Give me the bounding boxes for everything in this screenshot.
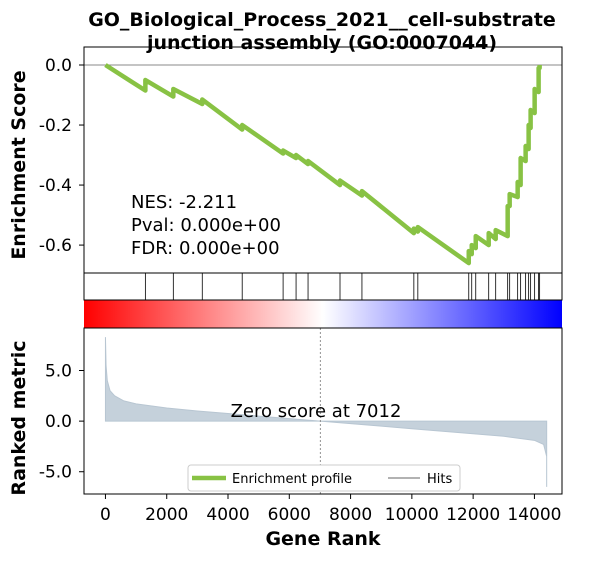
y-tick-label: 0.0 (45, 412, 72, 432)
y-tick-label: 5.0 (45, 362, 72, 382)
frame (83, 272, 563, 301)
y-tick-label: -0.6 (39, 236, 72, 256)
y-tick-label: 0.0 (45, 56, 72, 76)
y-axis-label: Ranked metric (8, 340, 30, 495)
legend-label: Enrichment profile (232, 472, 352, 487)
x-tick-label: 14000 (507, 505, 561, 525)
color-bar (84, 300, 562, 328)
annotation: Zero score at 7012 (231, 401, 402, 422)
x-tick-label: 0 (100, 505, 111, 525)
title-line: junction assembly (GO:0007044) (146, 32, 497, 54)
x-tick-label: 10000 (385, 505, 439, 525)
legend-box (187, 464, 461, 492)
y-axis-label: Enrichment Score (8, 70, 30, 259)
x-tick-label: 8000 (329, 505, 372, 525)
legend-label: Hits (427, 472, 452, 487)
annotation: NES: -2.211 (131, 192, 237, 213)
x-tick-label: 2000 (145, 505, 188, 525)
ranked-metric-area (104, 337, 548, 487)
x-tick-label: 4000 (206, 505, 249, 525)
x-tick-label: 12000 (446, 505, 500, 525)
annotation: FDR: 0.000e+00 (131, 238, 280, 259)
y-tick-label: -5.0 (39, 463, 72, 483)
x-tick-label: 6000 (268, 505, 311, 525)
frame (83, 327, 563, 495)
y-tick-label: -0.2 (39, 116, 72, 136)
es-line (104, 63, 542, 266)
annotation: Pval: 0.000e+00 (131, 215, 281, 236)
y-tick-label: -0.4 (39, 176, 72, 196)
title-line: GO_Biological_Process_2021__cell-substra… (88, 9, 556, 31)
x-axis-label: Gene Rank (265, 528, 380, 550)
